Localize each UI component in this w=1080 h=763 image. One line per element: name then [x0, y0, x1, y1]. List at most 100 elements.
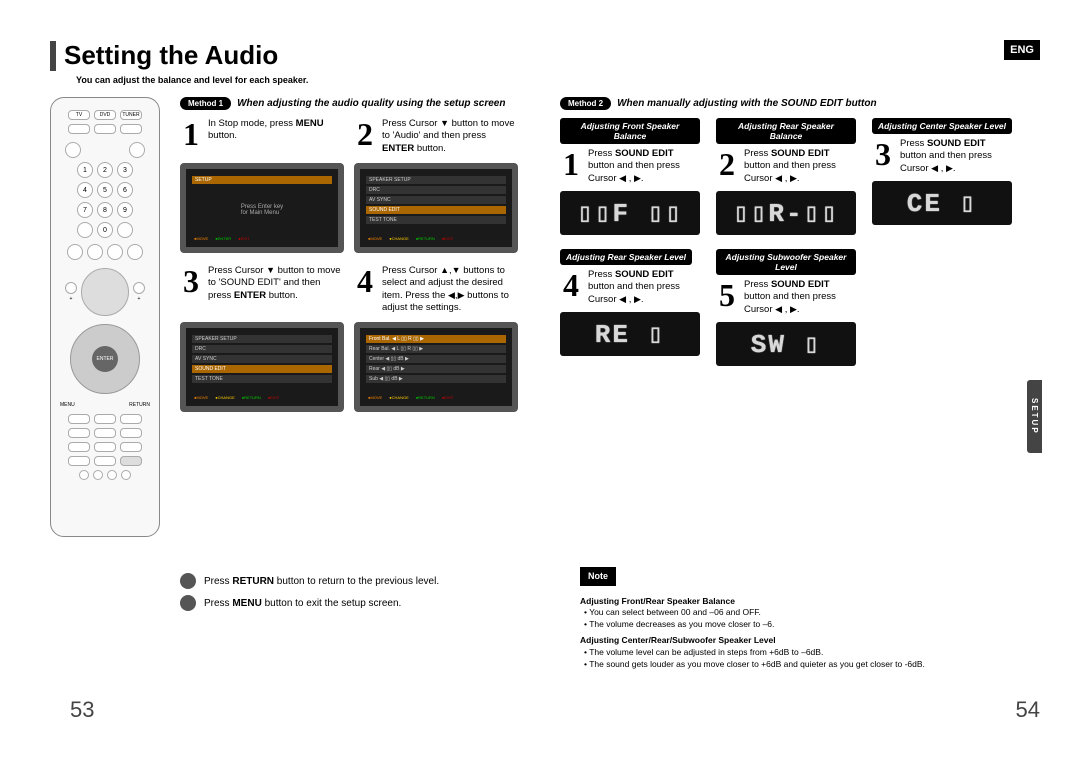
remote-btn [68, 456, 90, 466]
tip-return: Press RETURN button to return to the pre… [180, 573, 540, 589]
remote-btn-tv: TV [68, 110, 90, 120]
content-column: Method 1 When adjusting the audio qualit… [180, 97, 1040, 537]
adjust-subwoofer-level: Adjusting Subwoofer Speaker Level 5 Pres… [716, 249, 856, 366]
tv-screen-3: SPEAKER SETUP DRC AV SYNC SOUND EDIT TES… [180, 322, 344, 412]
tip-menu: Press MENU button to exit the setup scre… [180, 595, 540, 611]
tips-block: Press RETURN button to return to the pre… [180, 567, 540, 617]
remote-btn-power [65, 142, 81, 158]
method-row: Method 1 When adjusting the audio qualit… [180, 97, 1040, 424]
remote-btn [87, 244, 103, 260]
note-heading: Adjusting Center/Rear/Subwoofer Speaker … [580, 635, 1040, 647]
remote-btn [107, 244, 123, 260]
step-2: 2 Press Cursor ▼ button to move to 'Audi… [354, 118, 518, 155]
adjust-label: Adjusting Rear Speaker Level [560, 249, 692, 265]
tv-screen-2: SPEAKER SETUP DRC AV SYNC SOUND EDIT TES… [354, 163, 518, 253]
note-item: The volume decreases as you move closer … [590, 619, 1040, 631]
remote-btn [121, 470, 131, 480]
remote-num: 5 [97, 182, 113, 198]
adjust-center-level: Adjusting Center Speaker Level 3 Press S… [872, 118, 1012, 235]
main-columns: TV DVD TUNER 123 456 789 0 [50, 97, 1040, 537]
step-text: Press Cursor ▼ button to move to 'Audio'… [382, 118, 518, 155]
remote-btn-bass [81, 268, 129, 316]
side-tab-setup: SETUP [1027, 380, 1042, 453]
language-badge: ENG [1004, 40, 1040, 60]
remote-num: 7 [77, 202, 93, 218]
step-num: 5 [716, 279, 738, 316]
page-number-left: 53 [70, 697, 94, 723]
remote-btn [94, 414, 116, 424]
tv-screen-1: SETUP Press Enter keyfor Main Menu ●MOVE… [180, 163, 344, 253]
step-3: 3 Press Cursor ▼ button to move to 'SOUN… [180, 265, 344, 314]
remote-btn [94, 456, 116, 466]
step-text: Press Cursor ▲,▼ buttons to select and a… [382, 265, 518, 314]
lcd-display: SW ▯ [716, 322, 856, 366]
remote-enter: ENTER [92, 346, 118, 372]
method2-pill: Method 2 [560, 97, 611, 110]
remote-num: 6 [117, 182, 133, 198]
remote-btn-usb [94, 124, 116, 134]
remote-btn [94, 428, 116, 438]
page-number-right: 54 [1016, 697, 1040, 723]
remote-btn [107, 470, 117, 480]
remote-btn-blank [120, 124, 142, 134]
method1-pill: Method 1 [180, 97, 231, 110]
remote-btn-dvd: DVD [94, 110, 116, 120]
bottom-row: Press RETURN button to return to the pre… [50, 567, 1040, 671]
remote-num: 1 [77, 162, 93, 178]
remote-btn [77, 222, 93, 238]
title-accent [50, 41, 56, 71]
tv-screen-4: Front Bal. ◀ L ▯▯ R ▯▯ ▶ Rear Bal. ◀ L ▯… [354, 322, 518, 412]
remote-btn [67, 244, 83, 260]
remote-btn-eject [129, 142, 145, 158]
method2-text: When manually adjusting with the SOUND E… [617, 98, 876, 109]
remote-btn [120, 414, 142, 424]
remote-btn [68, 442, 90, 452]
note-item: You can select between 00 and –06 and OF… [590, 607, 1040, 619]
adjust-label: Adjusting Rear Speaker Balance [716, 118, 856, 144]
note-badge: Note [580, 567, 616, 586]
page-subtitle: You can adjust the balance and level for… [76, 75, 1040, 85]
remote-btn [93, 470, 103, 480]
step-text: In Stop mode, press MENU button. [208, 118, 344, 155]
remote-btn-tuner: TUNER [120, 110, 142, 120]
remote-btn-aux [68, 124, 90, 134]
lcd-display: ▯▯R-▯▯ [716, 191, 856, 235]
remote-ch-up [133, 282, 145, 294]
remote-control: TV DVD TUNER 123 456 789 0 [50, 97, 160, 537]
adjust-rear-balance: Adjusting Rear Speaker Balance 2 Press S… [716, 118, 856, 235]
remote-column: TV DVD TUNER 123 456 789 0 [50, 97, 160, 537]
step-num: 2 [354, 118, 376, 155]
tip-text: Press MENU button to exit the setup scre… [204, 598, 401, 609]
page-title: Setting the Audio [64, 40, 278, 71]
remote-btn [79, 470, 89, 480]
remote-btn [68, 428, 90, 438]
step-text: Press Cursor ▼ button to move to 'SOUND … [208, 265, 344, 314]
step-text: Press SOUND EDIT button and then press C… [588, 269, 700, 306]
remote-dpad: ENTER [70, 324, 140, 394]
remote-return-label: RETURN [129, 402, 150, 408]
note-item: The volume level can be adjusted in step… [590, 647, 1040, 659]
adjust-rear-level: Adjusting Rear Speaker Level 4 Press SOU… [560, 249, 700, 366]
page: ENG Setting the Audio You can adjust the… [50, 40, 1040, 723]
step-1: 1 In Stop mode, press MENU button. [180, 118, 344, 155]
remote-btn [120, 442, 142, 452]
method1-text: When adjusting the audio quality using t… [237, 98, 505, 109]
step-num: 3 [180, 265, 202, 314]
title-bar: Setting the Audio [50, 40, 1040, 71]
tip-text: Press RETURN button to return to the pre… [204, 576, 439, 587]
step-text: Press SOUND EDIT button and then press C… [744, 148, 856, 185]
remote-btn [94, 442, 116, 452]
bullet-icon [180, 573, 196, 589]
remote-num: 0 [97, 222, 113, 238]
adjust-label: Adjusting Subwoofer Speaker Level [716, 249, 856, 275]
lcd-display: ▯▯F ▯▯ [560, 191, 700, 235]
step-4: 4 Press Cursor ▲,▼ buttons to select and… [354, 265, 518, 314]
step-text: Press SOUND EDIT button and then press C… [744, 279, 856, 316]
step-num: 4 [560, 269, 582, 306]
remote-num: 8 [97, 202, 113, 218]
remote-btn [120, 428, 142, 438]
step-num: 1 [560, 148, 582, 185]
step-num: 4 [354, 265, 376, 314]
method1: Method 1 When adjusting the audio qualit… [180, 97, 540, 424]
bullet-icon [180, 595, 196, 611]
